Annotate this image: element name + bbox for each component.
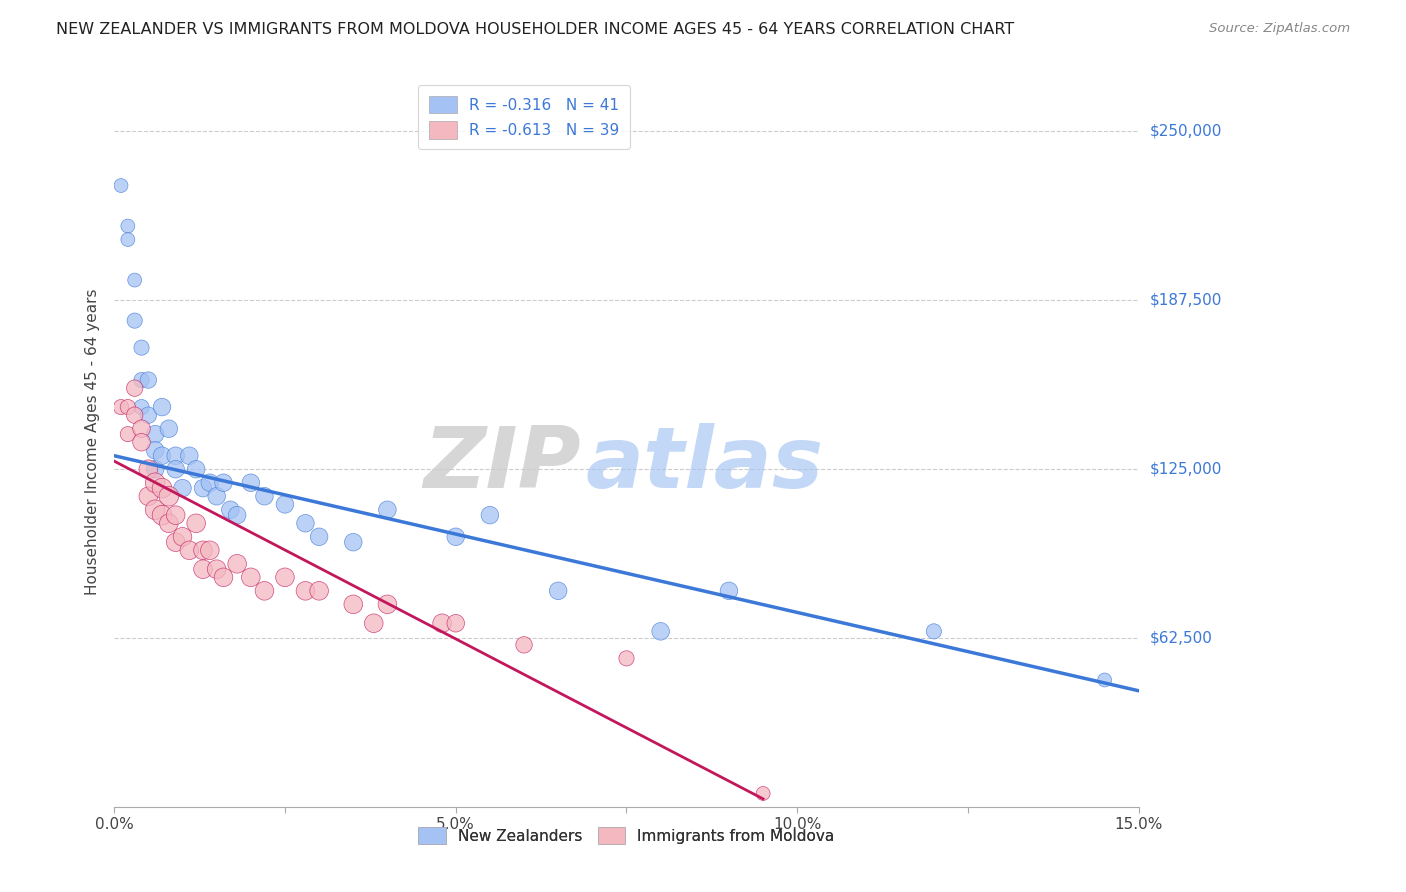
Point <box>219 502 242 516</box>
Point <box>131 422 153 436</box>
Point <box>179 449 201 463</box>
Point <box>165 462 187 476</box>
Point <box>198 543 221 558</box>
Text: Source: ZipAtlas.com: Source: ZipAtlas.com <box>1209 22 1350 36</box>
Text: NEW ZEALANDER VS IMMIGRANTS FROM MOLDOVA HOUSEHOLDER INCOME AGES 45 - 64 YEARS C: NEW ZEALANDER VS IMMIGRANTS FROM MOLDOVA… <box>56 22 1015 37</box>
Point <box>131 435 153 450</box>
Point <box>172 481 194 495</box>
Point <box>131 400 153 414</box>
Point <box>308 583 330 598</box>
Point <box>294 516 316 531</box>
Point <box>253 489 276 503</box>
Point <box>444 616 467 631</box>
Point <box>165 449 187 463</box>
Point <box>513 638 536 652</box>
Point <box>124 408 146 422</box>
Text: ZIP: ZIP <box>423 423 581 506</box>
Point <box>117 219 139 233</box>
Point <box>226 557 249 571</box>
Point <box>165 508 187 523</box>
Point <box>150 400 173 414</box>
Point <box>150 481 173 495</box>
Point <box>191 481 214 495</box>
Point <box>172 530 194 544</box>
Point <box>212 570 235 584</box>
Point <box>131 373 153 387</box>
Point <box>342 598 364 612</box>
Text: $125,000: $125,000 <box>1150 462 1222 476</box>
Point <box>377 502 399 516</box>
Point <box>752 787 775 801</box>
Point <box>138 462 160 476</box>
Point <box>179 543 201 558</box>
Point <box>124 273 146 287</box>
Point <box>650 624 672 639</box>
Text: atlas: atlas <box>585 423 824 506</box>
Point <box>138 373 160 387</box>
Point <box>239 570 262 584</box>
Point <box>226 508 249 523</box>
Point <box>430 616 453 631</box>
Text: $62,500: $62,500 <box>1150 631 1213 646</box>
Point <box>274 497 297 511</box>
Point <box>131 341 153 355</box>
Point <box>110 400 132 414</box>
Point <box>205 489 228 503</box>
Point <box>1094 673 1116 687</box>
Point <box>717 583 740 598</box>
Point <box>157 489 180 503</box>
Point <box>363 616 385 631</box>
Point <box>205 562 228 576</box>
Point <box>253 583 276 598</box>
Point <box>138 408 160 422</box>
Point <box>547 583 569 598</box>
Point <box>186 516 208 531</box>
Point <box>198 475 221 490</box>
Point <box>157 422 180 436</box>
Point <box>138 489 160 503</box>
Point <box>444 530 467 544</box>
Legend: New Zealanders, Immigrants from Moldova: New Zealanders, Immigrants from Moldova <box>412 821 841 850</box>
Point <box>308 530 330 544</box>
Point <box>274 570 297 584</box>
Point <box>239 475 262 490</box>
Point <box>342 535 364 549</box>
Point <box>616 651 638 665</box>
Point <box>143 502 166 516</box>
Point <box>143 462 166 476</box>
Y-axis label: Householder Income Ages 45 - 64 years: Householder Income Ages 45 - 64 years <box>86 289 100 596</box>
Point <box>150 508 173 523</box>
Point <box>377 598 399 612</box>
Point <box>212 475 235 490</box>
Point <box>143 443 166 458</box>
Point <box>478 508 501 523</box>
Point <box>191 543 214 558</box>
Point <box>117 400 139 414</box>
Point <box>294 583 316 598</box>
Point <box>143 475 166 490</box>
Point <box>124 313 146 327</box>
Point <box>922 624 945 639</box>
Point <box>124 381 146 395</box>
Point <box>186 462 208 476</box>
Point <box>110 178 132 193</box>
Point <box>191 562 214 576</box>
Point <box>143 427 166 442</box>
Point <box>150 449 173 463</box>
Text: $187,500: $187,500 <box>1150 293 1222 308</box>
Text: $250,000: $250,000 <box>1150 124 1222 139</box>
Point <box>165 535 187 549</box>
Point <box>117 233 139 247</box>
Point <box>117 427 139 442</box>
Point <box>157 516 180 531</box>
